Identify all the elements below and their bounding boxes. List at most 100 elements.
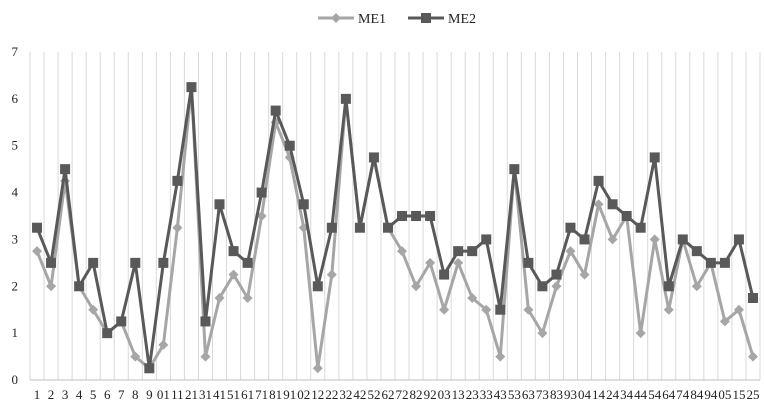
x-tick-label: 32: [339, 387, 352, 402]
x-tick-label: 82: [410, 387, 423, 402]
x-tick-label: 2: [48, 387, 55, 402]
data-point-me1: [228, 269, 239, 280]
x-tick-label: 72: [396, 387, 409, 402]
data-point-me1: [565, 246, 576, 257]
x-tick-label: 44: [634, 387, 648, 402]
x-tick-label: 01: [157, 387, 170, 402]
legend-label-me2: ME2: [448, 12, 476, 27]
x-tick-label: 94: [704, 387, 718, 402]
x-tick-label: 04: [578, 387, 592, 402]
x-tick-label: 05: [718, 387, 731, 402]
legend-marker-me1: [331, 13, 341, 23]
data-point-me1: [256, 211, 267, 221]
data-point-me2: [607, 199, 618, 210]
x-tick-label: 34: [620, 387, 634, 402]
x-tick-label: 42: [353, 387, 366, 402]
data-point-me1: [481, 304, 492, 315]
data-point-me2: [368, 152, 379, 163]
y-tick-label: 7: [12, 44, 19, 59]
data-point-me1: [130, 351, 141, 362]
data-point-me2: [411, 211, 422, 221]
series-line-me2: [35, 85, 755, 370]
x-tick-label: 12: [311, 387, 324, 402]
x-tick-label: 5: [90, 387, 97, 402]
x-tick-label: 22: [325, 387, 338, 402]
data-point-me2: [467, 246, 478, 257]
data-point-me2: [284, 140, 295, 151]
data-point-me1: [747, 351, 758, 362]
x-axis-ticks: 1 2 3 4 5 6 7 8 9 01 11 21 31 41 51 61 71 81 91 02 12 22 32 42 5…: [34, 387, 760, 402]
x-tick-label: 81: [269, 387, 282, 402]
data-point-me2: [46, 257, 57, 268]
data-point-me2: [747, 293, 758, 303]
x-tick-label: 71: [255, 387, 268, 402]
y-tick-label: 3: [12, 231, 19, 246]
data-point-me2: [565, 222, 576, 233]
data-point-me2: [397, 211, 408, 221]
x-tick-label: 9: [146, 387, 153, 402]
x-tick-label: 93: [564, 387, 577, 402]
data-point-me1: [242, 293, 253, 303]
data-point-me1: [397, 246, 408, 257]
data-point-me1: [719, 316, 730, 327]
data-point-me2: [649, 152, 660, 163]
data-point-me2: [579, 234, 590, 245]
x-tick-label: 61: [241, 387, 254, 402]
data-point-me1: [733, 304, 744, 315]
data-point-me1: [425, 257, 436, 268]
data-point-me1: [523, 304, 534, 315]
data-point-me2: [130, 257, 141, 268]
data-point-me2: [551, 269, 562, 280]
data-point-me2: [635, 222, 646, 233]
data-point-me2: [200, 316, 211, 327]
data-point-me1: [214, 293, 225, 303]
data-point-me2: [705, 257, 716, 268]
x-tick-label: 64: [662, 387, 676, 402]
data-point-me2: [439, 269, 450, 280]
x-tick-label: 51: [227, 387, 240, 402]
data-point-me2: [256, 187, 267, 198]
y-tick-label: 5: [12, 138, 19, 153]
data-point-me2: [509, 164, 520, 175]
data-point-me1: [46, 281, 57, 292]
data-point-me2: [537, 281, 548, 292]
x-tick-label: 83: [550, 387, 563, 402]
data-point-me1: [326, 269, 337, 280]
x-tick-label: 6: [104, 387, 111, 402]
data-point-me2: [495, 304, 506, 315]
data-point-me1: [467, 293, 478, 303]
x-tick-label: 62: [381, 387, 394, 402]
data-point-me2: [677, 234, 688, 245]
data-point-me2: [382, 222, 393, 233]
series-line-me1: [35, 85, 755, 370]
x-tick-label: 25: [746, 387, 759, 402]
x-tick-label: 4: [76, 387, 83, 402]
x-tick-label: 84: [690, 387, 704, 402]
x-tick-label: 74: [676, 387, 690, 402]
data-point-me2: [733, 234, 744, 245]
y-tick-label: 0: [12, 372, 19, 387]
y-tick-label: 6: [12, 91, 19, 106]
x-tick-label: 3: [62, 387, 69, 402]
data-point-me1: [158, 339, 169, 350]
legend-label-me1: ME1: [358, 12, 386, 27]
data-point-me1: [200, 351, 211, 362]
data-point-me1: [607, 234, 618, 245]
x-tick-label: 03: [438, 387, 451, 402]
x-tick-label: 33: [480, 387, 493, 402]
data-point-me1: [649, 234, 660, 245]
series-group: [32, 82, 758, 374]
data-point-me2: [228, 246, 239, 257]
data-point-me1: [312, 363, 323, 374]
data-point-me2: [214, 199, 225, 210]
data-point-me2: [242, 257, 253, 268]
x-tick-label: 43: [494, 387, 507, 402]
data-point-me1: [635, 328, 646, 339]
data-point-me2: [60, 164, 71, 175]
y-tick-label: 2: [12, 278, 19, 293]
x-tick-label: 91: [283, 387, 296, 402]
x-tick-label: 54: [648, 387, 662, 402]
legend-marker-me2: [421, 13, 431, 23]
data-point-me2: [186, 82, 197, 93]
